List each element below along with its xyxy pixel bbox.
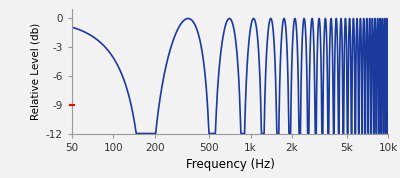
Y-axis label: Relative Level (db): Relative Level (db) (30, 23, 40, 120)
X-axis label: Frequency (Hz): Frequency (Hz) (186, 158, 274, 171)
